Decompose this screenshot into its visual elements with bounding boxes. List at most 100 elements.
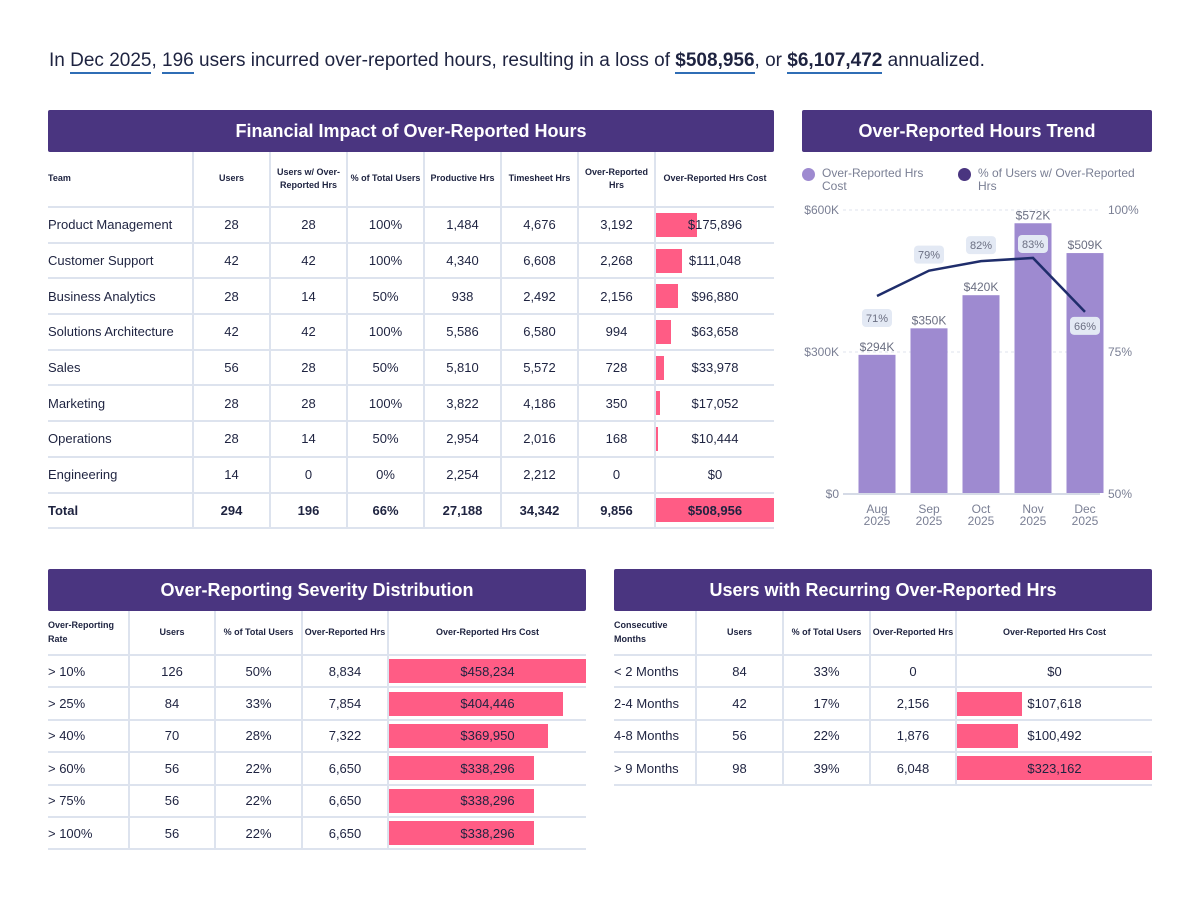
cost-value: $508,956 [687,502,743,518]
recurring-table: Consecutive Months Users% of Total Users O… [614,611,1152,786]
table-cell: 56 [193,349,271,387]
table-cell: 22% [783,719,871,754]
cost-cell: $508,956 [655,492,774,530]
table-cell: 28% [215,719,303,754]
table-cell: 42 [270,314,348,351]
financial-impact-panel: Financial Impact of Over-Reported Hours … [48,110,774,530]
column-header: Over-Reported Hrs [578,152,656,208]
line-label-bg [966,236,996,255]
line-label-bg [1018,234,1048,253]
cost-bar [389,788,535,813]
x-axis-tick: Dec [1074,502,1095,516]
panel-title: Over-Reporting Severity Distribution [48,569,586,611]
table-cell: > 100% [48,816,130,851]
loss-link[interactable]: $508,956 [675,50,755,74]
summary-text: In [49,50,71,71]
column-header: % of Total Users [783,611,871,656]
annualized-link[interactable]: $6,107,472 [787,50,883,74]
cost-cell: $369,950 [388,719,586,754]
line-label-bg [862,309,892,327]
cost-cell: $338,296 [388,816,586,851]
right-axis-tick: 50% [1108,487,1132,501]
bar[interactable] [910,328,948,493]
panel-title: Users with Recurring Over-Reported Hrs [614,569,1152,611]
table-cell: 6,650 [302,816,389,851]
bar[interactable] [858,354,896,493]
bar[interactable] [962,295,1000,493]
cost-bar [656,212,697,237]
table-row: Engineering 14 0 0% 2,254 2,212 0 $0 [48,456,774,494]
x-axis-tick: 2025 [1072,514,1099,528]
cost-value: $17,052 [691,395,739,411]
table-row: < 2 Months 84 33% 0 $0 [614,655,1152,689]
table-cell: 7,322 [302,719,389,754]
table-cell: 4,186 [501,385,579,423]
users-link[interactable]: 196 [162,50,194,74]
table-cell: < 2 Months [614,655,697,689]
table-cell: 0 [578,456,656,494]
cost-cell: $63,658 [655,314,774,351]
cost-bar [389,691,563,716]
table-cell: 5,586 [424,314,502,351]
table-row: Marketing 28 28 100% 3,822 4,186 350 $17,052 [48,385,774,423]
table-row: > 25% 84 33% 7,854 $404,446 [48,687,586,721]
cost-value: $63,658 [691,324,739,340]
panel-title: Over-Reported Hours Trend [802,110,1152,152]
table-cell: 5,810 [424,349,502,387]
table-cell: 50% [347,349,425,387]
table-cell: 33% [783,655,871,689]
legend-line-label[interactable]: % of Users w/ Over-Reported Hrs [978,166,1135,193]
table-cell: Business Analytics [48,278,194,316]
bar-label: $509K [1068,238,1103,252]
bar[interactable] [1066,253,1104,493]
table-cell: 6,650 [302,784,389,818]
table-cell: 70 [129,719,216,754]
column-header: Team [48,152,194,208]
table-cell: 4-8 Months [614,719,697,754]
cost-value: $10,444 [691,431,739,447]
bar[interactable] [1014,223,1052,493]
table-cell: 2,954 [424,421,502,458]
column-header: Users [696,611,784,656]
cost-value: $96,880 [691,288,739,304]
summary-text: annualized. [882,50,985,71]
x-axis-tick: 2025 [864,514,891,528]
cost-cell: $404,446 [388,687,586,721]
table-cell: 2-4 Months [614,687,697,721]
cost-cell: $338,296 [388,784,586,818]
table-cell: 2,156 [870,687,957,721]
cost-bar [389,659,586,684]
bar-label: $294K [860,340,895,354]
table-cell: 84 [129,687,216,721]
cost-value: $369,950 [460,728,515,744]
cost-cell: $100,492 [956,719,1152,754]
table-cell: 28 [270,207,348,244]
summary-text: , [151,50,163,71]
recurring-panel: Users with Recurring Over-Reported Hrs C… [614,569,1152,786]
cost-bar [389,723,549,748]
cost-cell: $338,296 [388,752,586,786]
cost-value: $107,618 [1027,696,1082,712]
left-axis-tick: $600K [804,203,839,217]
cost-bar [957,723,1018,748]
cost-cell: $0 [655,456,774,494]
column-header: Over-Reported Hrs Cost [956,611,1152,656]
table-cell: 100% [347,385,425,423]
table-cell: 100% [347,207,425,244]
x-axis-tick: Aug [866,502,887,516]
table-cell: 728 [578,349,656,387]
financial-impact-table: Team Users Users w/ Over-Reported Hrs% of … [48,152,774,530]
table-cell: 66% [347,492,425,530]
right-axis-tick: 100% [1108,203,1139,217]
table-cell: 1,876 [870,719,957,754]
table-cell: 4,676 [501,207,579,244]
month-link[interactable]: Dec 2025 [70,50,152,74]
legend-bar-label[interactable]: Over-Reported Hrs Cost [822,166,924,193]
table-cell: 42 [193,314,271,351]
table-cell: 50% [215,655,303,689]
table-cell: 34,342 [501,492,579,530]
cost-value: $100,492 [1027,728,1082,744]
trend-chart: $0 50%$300K 75%$600K 100%$294KAug2025$350KS… [804,203,1139,528]
x-axis-tick: 2025 [916,514,943,528]
table-cell: 28 [270,385,348,423]
